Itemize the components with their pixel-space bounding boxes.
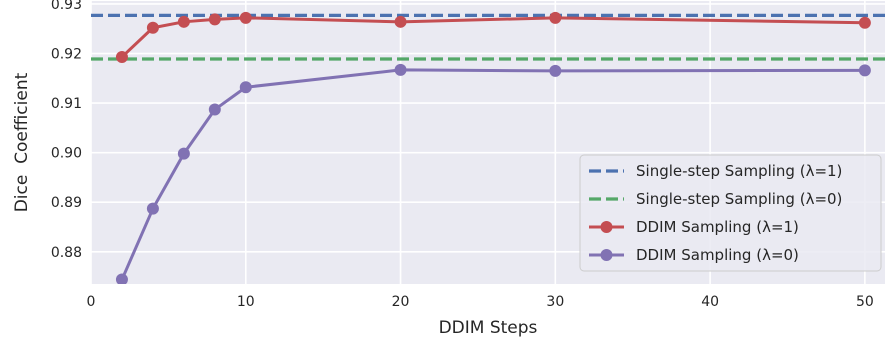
legend-marker <box>600 249 613 261</box>
data-point <box>208 103 221 116</box>
y-axis-label: Dice Coefficient <box>12 72 32 212</box>
x-tick-label: 20 <box>392 294 410 310</box>
legend-entry: Single-step Sampling (λ=1) <box>589 162 842 180</box>
data-point <box>177 15 190 28</box>
y-tick-label: 0.92 <box>51 47 82 63</box>
y-tick-label: 0.91 <box>51 96 82 112</box>
y-tick-label: 0.93 <box>51 0 82 13</box>
x-tick-label: 40 <box>701 294 719 310</box>
x-axis-label: DDIM Steps <box>439 318 538 338</box>
data-point <box>549 64 562 77</box>
legend-entry: DDIM Sampling (λ=0) <box>589 246 799 264</box>
data-point <box>115 51 128 64</box>
data-point <box>239 81 252 94</box>
legend-label: DDIM Sampling (λ=0) <box>636 246 799 264</box>
legend: Single-step Sampling (λ=1) Single-step Sa… <box>579 154 882 272</box>
legend-label: DDIM Sampling (λ=1) <box>636 218 799 236</box>
y-tick-label: 0.88 <box>51 245 82 261</box>
data-point <box>394 15 407 28</box>
series-line-1 <box>120 68 865 281</box>
data-point <box>208 13 221 26</box>
chart-marks <box>91 11 885 284</box>
y-axis-ticks: 0.88 0.89 0.90 0.91 0.92 0.93 <box>51 0 82 261</box>
x-tick-label: 50 <box>856 294 874 310</box>
data-point <box>549 11 562 24</box>
legend-entry: DDIM Sampling (λ=1) <box>589 218 799 236</box>
x-tick-label: 0 <box>87 294 96 310</box>
y-tick-label: 0.89 <box>51 195 82 211</box>
data-point <box>239 11 252 24</box>
data-point <box>177 147 190 160</box>
x-tick-label: 30 <box>546 294 564 310</box>
data-point <box>146 21 159 34</box>
y-tick-label: 0.90 <box>51 146 82 162</box>
x-axis-ticks: 0 10 20 30 40 50 <box>87 294 874 310</box>
data-point <box>146 202 159 215</box>
x-tick-label: 10 <box>237 294 255 310</box>
data-point <box>858 64 871 77</box>
data-point <box>115 273 128 284</box>
data-point <box>394 63 407 76</box>
legend-box <box>579 154 882 272</box>
legend-entry: Single-step Sampling (λ=0) <box>589 190 842 208</box>
data-point <box>858 16 871 29</box>
legend-marker <box>600 221 613 233</box>
legend-label: Single-step Sampling (λ=1) <box>636 162 842 180</box>
legend-label: Single-step Sampling (λ=0) <box>636 190 842 208</box>
